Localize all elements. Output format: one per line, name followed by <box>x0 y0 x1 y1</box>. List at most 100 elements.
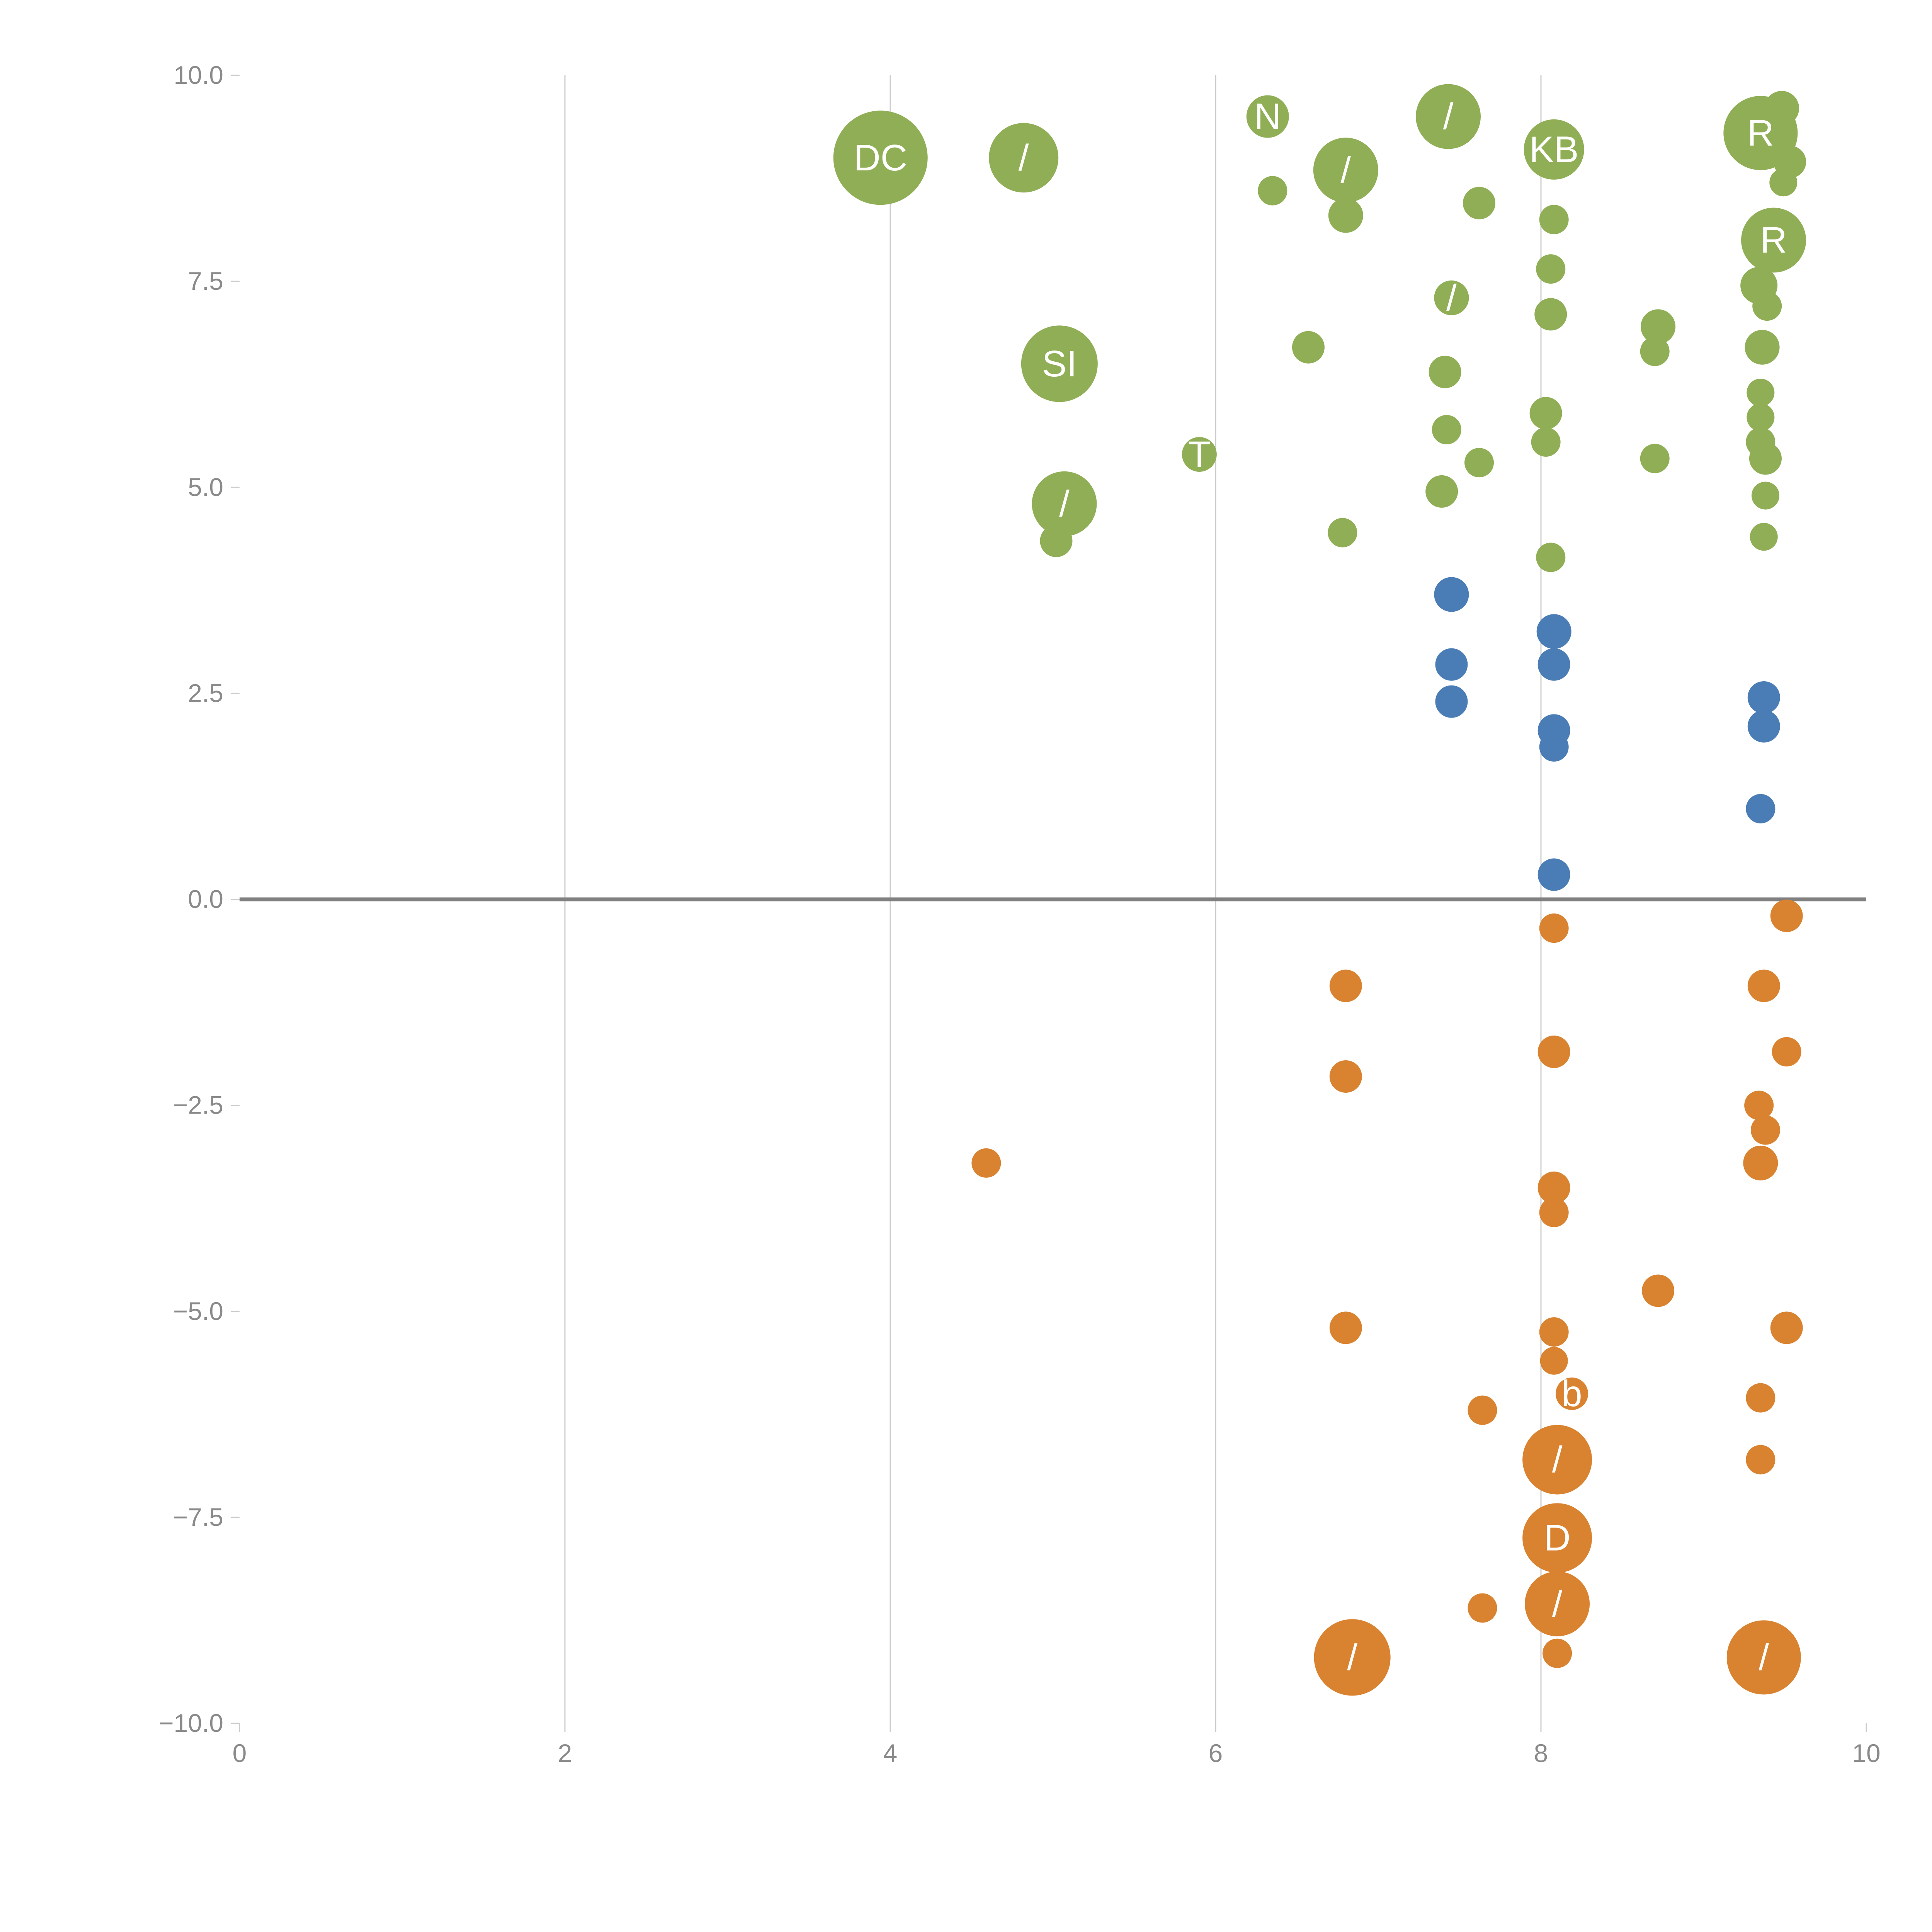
bubble[interactable] <box>1536 614 1571 649</box>
bubble[interactable] <box>1641 309 1676 344</box>
y-tick-label: 5.0 <box>188 473 223 501</box>
bubble[interactable] <box>1416 84 1481 149</box>
bubble[interactable] <box>1040 524 1073 557</box>
bubble[interactable] <box>1536 543 1566 572</box>
bubble[interactable] <box>1741 207 1806 273</box>
bubble[interactable] <box>1539 205 1569 235</box>
bubble[interactable] <box>1525 1571 1590 1636</box>
bubble-label: / <box>1552 1583 1563 1624</box>
bubble[interactable] <box>971 1148 1001 1178</box>
bubble[interactable] <box>1524 119 1584 180</box>
x-tick-label: 10 <box>1852 1739 1880 1767</box>
bubble[interactable] <box>1746 1445 1776 1475</box>
bubble[interactable] <box>1432 415 1461 444</box>
bubble[interactable] <box>1747 681 1780 714</box>
y-tick-label: 10.0 <box>174 61 223 89</box>
bubble[interactable] <box>1543 1638 1572 1668</box>
bubble[interactable] <box>1032 471 1097 536</box>
bubble[interactable] <box>1770 900 1803 932</box>
bubble[interactable] <box>1746 1383 1776 1413</box>
bubble[interactable] <box>1747 969 1780 1002</box>
bubble[interactable] <box>1640 444 1670 473</box>
bubble[interactable] <box>1743 1145 1778 1180</box>
bubble[interactable] <box>1539 913 1569 943</box>
bubble[interactable] <box>1539 1317 1569 1347</box>
bubble[interactable] <box>1292 331 1325 364</box>
bubble[interactable] <box>1726 1620 1801 1695</box>
bubble[interactable] <box>1747 379 1775 407</box>
x-tick-label: 0 <box>233 1739 247 1767</box>
bubble[interactable] <box>989 123 1059 193</box>
bubble[interactable] <box>1463 187 1496 219</box>
bubble[interactable] <box>1464 448 1494 478</box>
bubble[interactable] <box>1468 1593 1497 1623</box>
y-tick-label: −5.0 <box>173 1297 223 1325</box>
bubble[interactable] <box>1772 1037 1801 1067</box>
bubble-label: SI <box>1042 343 1077 384</box>
bubble[interactable] <box>1425 475 1458 508</box>
bubble[interactable] <box>1434 577 1469 612</box>
bubble[interactable] <box>1182 437 1217 472</box>
bubble[interactable] <box>1314 1619 1391 1696</box>
bubble[interactable] <box>1021 325 1098 402</box>
x-tick-label: 6 <box>1209 1739 1223 1767</box>
x-tick-label: 8 <box>1534 1739 1548 1767</box>
bubble[interactable] <box>1764 91 1799 126</box>
bubble-layer: DC/N//KB RR/SIT/b/D/// <box>833 84 1806 1696</box>
bubble[interactable] <box>1522 1503 1592 1573</box>
bubble[interactable] <box>1537 648 1570 681</box>
x-tick-label: 2 <box>558 1739 572 1767</box>
bubble[interactable] <box>1531 427 1561 457</box>
bubble-label: / <box>1443 96 1454 137</box>
bubble[interactable] <box>1749 442 1782 475</box>
bubble[interactable] <box>1435 648 1468 681</box>
bubble[interactable] <box>1329 1060 1362 1093</box>
bubble[interactable] <box>1770 1311 1803 1344</box>
y-tick-label: −7.5 <box>173 1503 223 1531</box>
bubble[interactable] <box>1329 969 1362 1002</box>
bubble[interactable] <box>1522 1425 1592 1495</box>
bubble[interactable] <box>1328 198 1363 233</box>
bubble[interactable] <box>1534 298 1567 331</box>
bubble[interactable] <box>1468 1395 1497 1425</box>
bubble[interactable] <box>1537 1171 1570 1204</box>
bubble[interactable] <box>1529 397 1562 430</box>
y-tick-label: 2.5 <box>188 679 223 707</box>
bubble[interactable] <box>1751 481 1779 510</box>
bubble[interactable] <box>1555 1378 1588 1410</box>
bubble[interactable] <box>1537 858 1570 891</box>
bubble[interactable] <box>833 111 928 205</box>
bubble[interactable] <box>1745 330 1780 365</box>
bubble-label: / <box>1759 1637 1769 1678</box>
bubble-label: N <box>1254 96 1281 137</box>
bubble[interactable] <box>1435 685 1468 718</box>
bubble[interactable] <box>1642 1274 1675 1307</box>
bubble[interactable] <box>1313 138 1378 203</box>
bubble[interactable] <box>1328 518 1357 548</box>
bubble[interactable] <box>1329 1311 1362 1344</box>
bubble[interactable] <box>1747 710 1780 743</box>
axis-layer: 0 2 4 6 8 10 −10.0 −7.5 −5.0 −2.5 0.0 2.5 5.0 7.5 10.0 <box>159 61 1881 1767</box>
bubble[interactable] <box>1246 95 1289 138</box>
bubble[interactable] <box>1429 355 1461 388</box>
bubble[interactable] <box>1747 403 1775 431</box>
bubble[interactable] <box>1539 732 1569 762</box>
bubble[interactable] <box>1258 176 1287 206</box>
bubble[interactable] <box>1769 168 1798 197</box>
bubble[interactable] <box>1750 1115 1780 1145</box>
bubble[interactable] <box>1537 1036 1570 1068</box>
bubble[interactable] <box>1744 1090 1774 1120</box>
bubble[interactable] <box>1750 523 1778 551</box>
bubble-label: KB <box>1529 129 1579 170</box>
bubble[interactable] <box>1746 794 1776 823</box>
bubble[interactable] <box>1536 254 1566 284</box>
bubble-label: / <box>1446 277 1457 318</box>
bubble-label: / <box>1019 137 1029 179</box>
bubble[interactable] <box>1640 337 1670 366</box>
bubble[interactable] <box>1540 1347 1568 1375</box>
bubble[interactable] <box>1539 1197 1569 1227</box>
bubble[interactable] <box>1752 291 1782 321</box>
bubble[interactable] <box>1434 280 1469 315</box>
